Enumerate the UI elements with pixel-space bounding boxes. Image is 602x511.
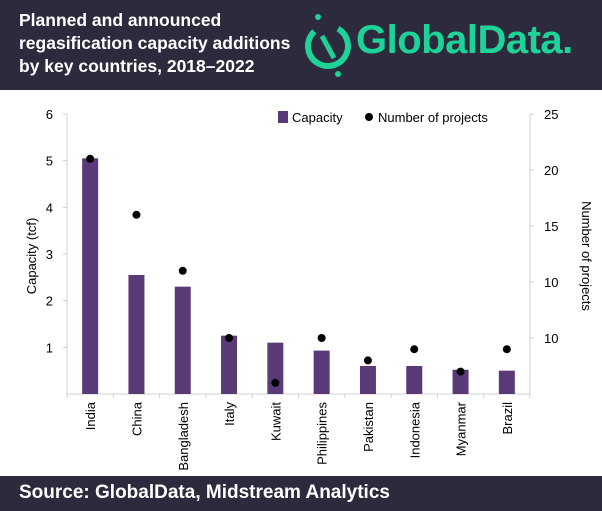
source-note: Source: GlobalData, Midstream Analytics: [19, 482, 390, 503]
y2-tick-label: 10: [544, 331, 558, 346]
capacity-bar: [406, 366, 423, 394]
projects-point: [178, 266, 187, 275]
brand-name: GlobalData.: [356, 18, 573, 62]
projects-point: [456, 367, 465, 376]
footer: Source: GlobalData, Midstream Analytics: [0, 476, 602, 511]
x-tick-label: Myanmar: [454, 401, 469, 456]
y-tick-label: 6: [46, 107, 53, 122]
projects-point: [502, 345, 511, 354]
projects-point: [363, 356, 372, 365]
x-tick-label: Philippines: [315, 402, 330, 465]
x-tick-label: Brazil: [500, 402, 515, 435]
projects-point: [271, 378, 280, 387]
legend-capacity-label: Capacity: [292, 110, 343, 125]
projects-point: [317, 334, 326, 342]
projects-point: [225, 334, 234, 342]
x-tick-label: Bangladesh: [176, 402, 191, 471]
capacity-bar: [82, 158, 99, 394]
y-tick-label: 4: [46, 200, 53, 215]
globaldata-logo-icon: [305, 14, 351, 77]
y2-tick-label: 10: [544, 275, 558, 290]
capacity-bar: [359, 366, 376, 394]
chart-title: Planned and announced regasification cap…: [19, 10, 291, 76]
y-tick-label: 5: [46, 154, 53, 169]
capacity-bar: [128, 275, 145, 394]
x-tick-label: Indonesia: [407, 401, 422, 458]
capacity-bar: [452, 369, 469, 394]
y-axis-label: Capacity (tcf): [24, 218, 39, 295]
projects-point: [86, 154, 95, 163]
y2-tick-label: 20: [544, 163, 558, 178]
x-tick-label: China: [129, 401, 144, 436]
x-tick-label: Pakistan: [361, 402, 376, 452]
capacity-bar: [221, 335, 238, 394]
y-tick-label: 1: [46, 340, 53, 355]
capacity-bar: [313, 350, 330, 394]
x-tick-label: India: [83, 401, 98, 430]
projects-point: [410, 345, 419, 354]
chart: 1 2 3 4 5 6 10 10 15 20 25 India China Bangladesh Ital…: [24, 107, 594, 471]
legend-capacity-swatch: [278, 111, 288, 123]
y2-axis-label: Number of projects: [579, 201, 594, 311]
capacity-bar: [174, 286, 191, 394]
capacity-bar: [498, 370, 515, 394]
x-tick-label: Italy: [222, 402, 237, 426]
y2-tick-label: 25: [544, 107, 558, 122]
header: Planned and announced regasification cap…: [0, 0, 602, 90]
y2-tick-label: 15: [544, 219, 558, 234]
y-tick-label: 2: [46, 294, 53, 309]
legend-projects-marker: [365, 113, 373, 121]
projects-point: [132, 210, 141, 219]
capacity-bar: [267, 342, 284, 394]
y-tick-label: 3: [46, 247, 53, 262]
x-tick-label: Kuwait: [268, 402, 283, 441]
legend-projects-label: Number of projects: [378, 110, 488, 125]
